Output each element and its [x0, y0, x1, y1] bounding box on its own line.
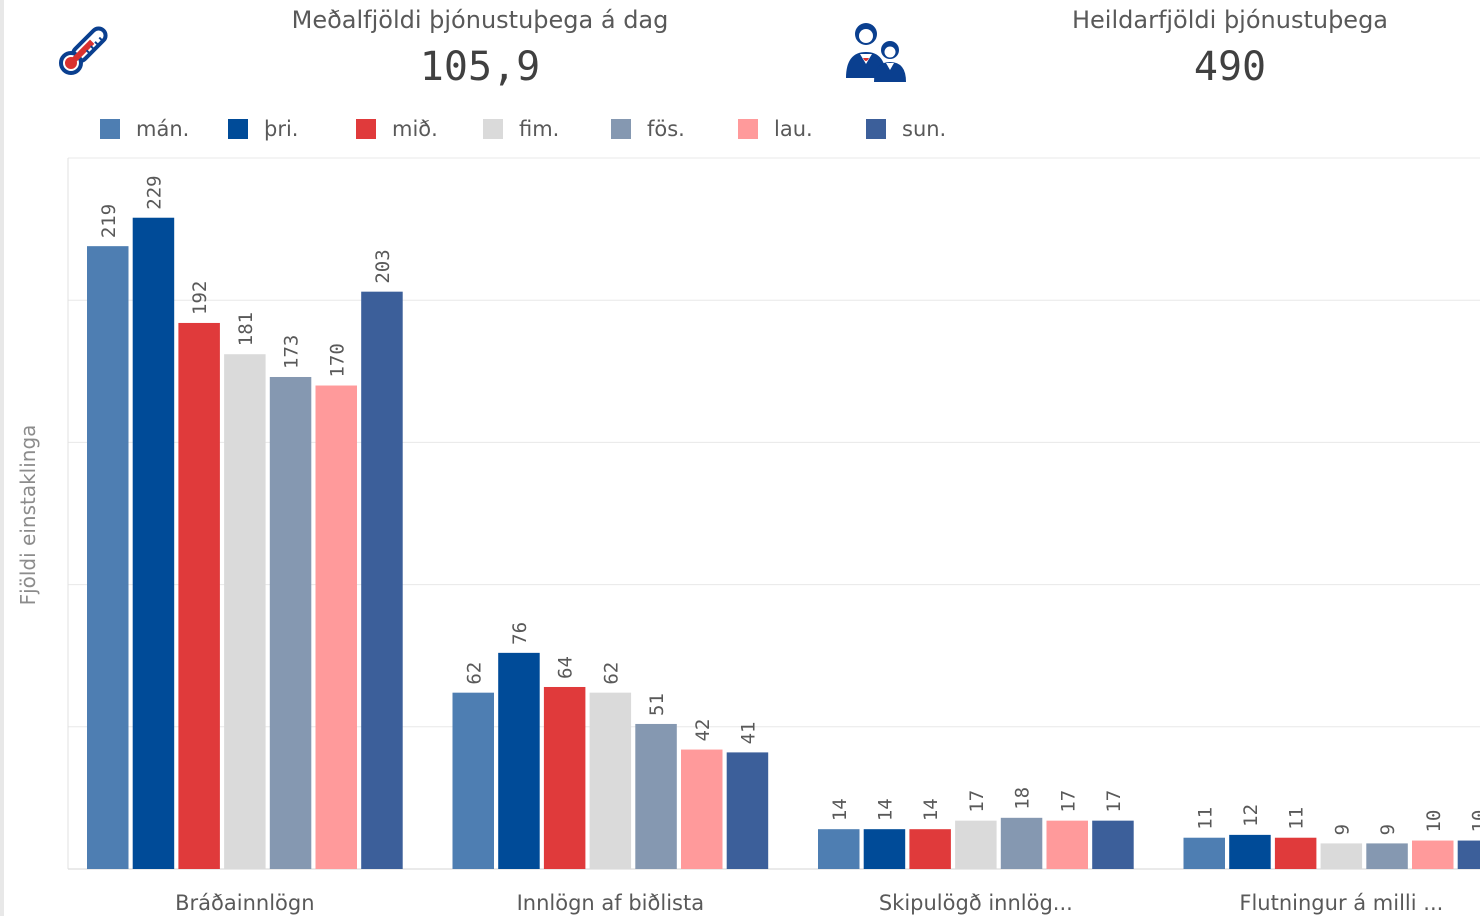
bar — [498, 652, 540, 869]
bar — [1092, 820, 1134, 869]
data-label: 10 — [1468, 810, 1480, 833]
legend-item[interactable]: mið. — [356, 114, 438, 144]
x-tick-label: Skipulögð innlög... — [879, 891, 1073, 915]
bar — [543, 686, 586, 869]
data-label: 76 — [509, 622, 531, 645]
bar — [269, 376, 312, 869]
data-label: 14 — [874, 798, 896, 821]
bar — [726, 752, 769, 869]
left-panel-edge — [0, 0, 4, 916]
bar — [1229, 834, 1271, 869]
data-label: 62 — [600, 662, 622, 685]
data-label: 9 — [1377, 824, 1399, 835]
data-label: 42 — [692, 719, 714, 742]
legend-label: þri. — [264, 117, 299, 141]
bar — [863, 829, 906, 869]
legend-swatch — [866, 119, 886, 139]
data-label: 64 — [555, 656, 577, 679]
bar — [681, 749, 723, 869]
data-label: 41 — [737, 722, 759, 745]
bar — [909, 829, 951, 869]
x-tick-label: Innlögn af biðlista — [517, 891, 704, 915]
data-label: 229 — [143, 175, 165, 209]
bar — [1320, 843, 1363, 869]
bar — [315, 385, 357, 869]
legend-label: mið. — [392, 117, 438, 141]
bar — [589, 692, 632, 869]
x-tick-label: Flutningur á milli ... — [1239, 891, 1443, 915]
people-icon — [842, 18, 910, 84]
data-label: 170 — [326, 343, 348, 377]
legend-label: sun. — [902, 117, 947, 141]
data-label: 10 — [1423, 810, 1445, 833]
legend-swatch — [356, 119, 376, 139]
bar — [1046, 820, 1088, 869]
bar — [452, 692, 494, 869]
data-label: 11 — [1286, 807, 1308, 830]
x-tick-label: Bráðainnlögn — [175, 891, 314, 915]
data-label: 17 — [1103, 790, 1125, 813]
legend-label: lau. — [774, 117, 813, 141]
data-label: 14 — [920, 798, 942, 821]
bar — [132, 217, 175, 869]
legend-swatch — [738, 119, 758, 139]
bar — [361, 291, 403, 870]
data-label: 62 — [463, 662, 485, 685]
bar — [1183, 837, 1225, 869]
kpi-avg-label: Meðalfjöldi þjónustuþega á dag — [291, 6, 669, 34]
bar — [1457, 840, 1480, 869]
bar — [178, 322, 220, 869]
legend-item[interactable]: sun. — [866, 114, 946, 144]
bar — [1000, 817, 1043, 869]
legend-swatch — [611, 119, 631, 139]
bar — [955, 820, 997, 869]
data-label: 192 — [189, 281, 211, 315]
legend-swatch — [228, 119, 248, 139]
bar — [1366, 843, 1408, 869]
kpi-total-label: Heildarfjöldi þjónustuþega — [1071, 6, 1389, 34]
legend-item[interactable]: þri. — [228, 114, 298, 144]
data-label: 203 — [372, 249, 394, 283]
bar-chart: 219 229 192 181 173 170 203 Bráðainnlögn 62 76 64 6… — [67, 157, 1480, 915]
data-label: 17 — [1057, 790, 1079, 813]
legend-item[interactable]: fim. — [483, 114, 559, 144]
data-label: 17 — [966, 790, 988, 813]
legend-label: fös. — [647, 117, 685, 141]
data-label: 11 — [1194, 807, 1216, 830]
data-label: 51 — [646, 693, 668, 716]
bar — [1412, 840, 1454, 869]
legend-item[interactable]: mán. — [100, 114, 189, 144]
legend-swatch — [483, 119, 503, 139]
data-label: 219 — [98, 204, 120, 238]
data-label: 14 — [829, 798, 851, 821]
bar — [1274, 837, 1317, 869]
bar — [87, 246, 129, 869]
data-label: 173 — [281, 335, 303, 369]
legend-swatch — [100, 119, 120, 139]
legend-item[interactable]: lau. — [738, 114, 813, 144]
bar — [635, 723, 677, 869]
legend-label: fim. — [519, 117, 560, 141]
data-label: 9 — [1331, 824, 1353, 835]
data-label: 18 — [1012, 787, 1034, 810]
data-label: 181 — [235, 312, 257, 346]
kpi-avg-value: 105,9 — [419, 44, 541, 90]
kpi-total-value: 490 — [1193, 44, 1267, 90]
bar — [224, 354, 266, 870]
data-label: 12 — [1240, 804, 1262, 827]
legend-item[interactable]: fös. — [611, 114, 685, 144]
legend-label: mán. — [136, 117, 190, 141]
bar — [818, 829, 860, 869]
thermometer-icon — [52, 20, 114, 82]
